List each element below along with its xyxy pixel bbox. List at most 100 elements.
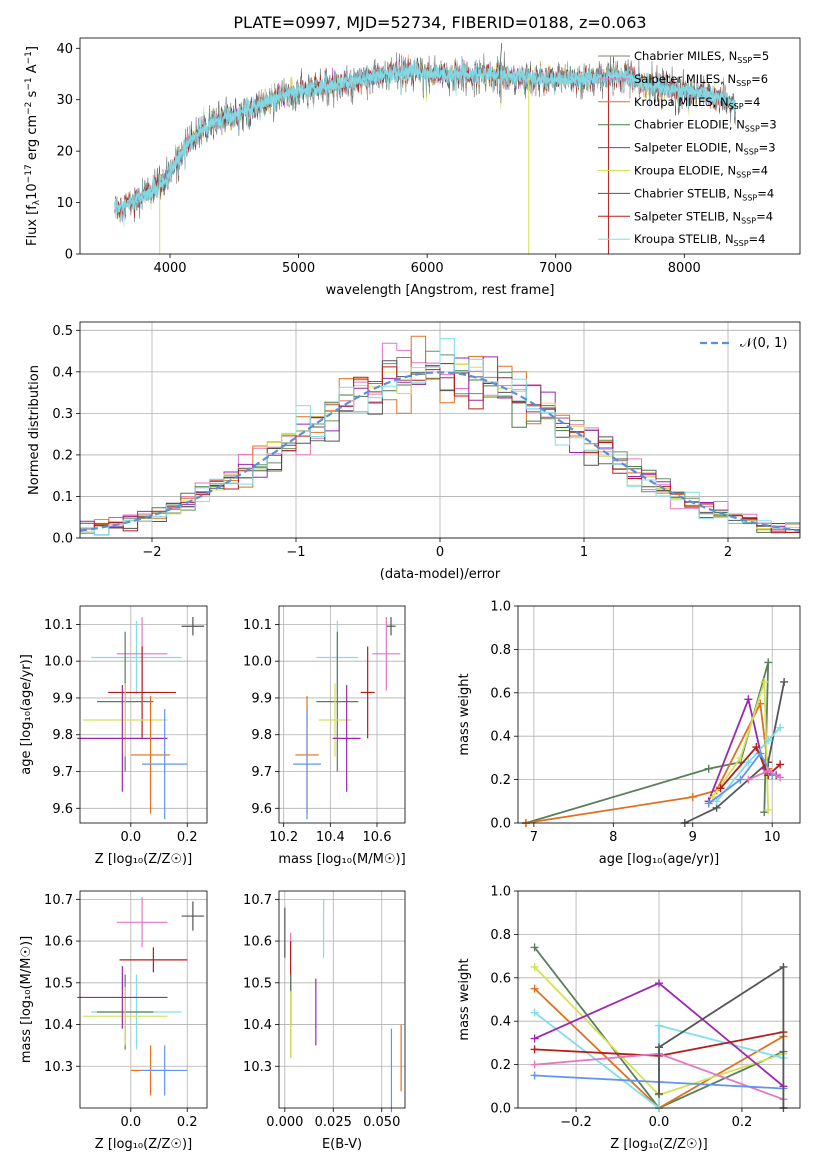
y-tick-label: 0.1 — [52, 490, 73, 505]
legend-label: Chabrier MILES, — [634, 49, 729, 63]
y-tick-label: 30 — [56, 93, 73, 108]
weight-series — [704, 749, 777, 808]
spectrum-lines — [114, 43, 737, 254]
y-label-part: −17 — [24, 164, 34, 183]
y-axis-label: Normed distribution — [27, 365, 42, 495]
weight-marker — [776, 723, 785, 732]
y-tick-label: 10.3 — [44, 1060, 73, 1075]
x-tick-label: 0.025 — [315, 1115, 352, 1130]
y-tick-label: 10.4 — [243, 1018, 272, 1033]
weight-marker — [655, 1021, 663, 1030]
weight-series — [744, 766, 785, 784]
errorbar-point — [77, 685, 168, 792]
y-label-part: A — [25, 64, 40, 77]
legend-entry: Chabrier STELIB, NSSP=4 — [634, 186, 774, 202]
x-tick-label: 8000 — [668, 261, 701, 276]
y-tick-label: 0.4 — [490, 1015, 511, 1030]
y-label-part: Flux [f — [25, 205, 40, 246]
y-tick-label: 10.7 — [44, 893, 73, 908]
weight-marker — [712, 797, 721, 806]
y-axis-label: mass weight — [457, 673, 472, 755]
y-tick-label: 10.6 — [44, 935, 73, 950]
y-tick-label: 0.4 — [52, 365, 73, 380]
weight-marker — [530, 962, 539, 971]
x-tick-label: −2 — [142, 545, 161, 560]
errorbar-point — [82, 683, 168, 757]
legend-label: Chabrier STELIB, — [634, 186, 734, 200]
legend-entry: Chabrier ELODIE, NSSP=3 — [634, 118, 777, 134]
y-label-part: −2 — [24, 102, 34, 115]
y-tick-label: 9.6 — [52, 802, 73, 817]
legend-entry: Salpeter MILES, NSSP=6 — [634, 72, 768, 88]
legend-nssp: N — [732, 209, 741, 223]
weight-marker — [530, 1008, 539, 1017]
legend-label: Salpeter MILES, — [634, 72, 727, 86]
legend-nssp-value: =3 — [759, 141, 776, 155]
y-tick-label: 10.6 — [243, 935, 272, 950]
x-tick-label: 1 — [580, 545, 588, 560]
y-label-part: ] — [25, 46, 40, 51]
legend-nssp-sub: SSP — [736, 171, 751, 180]
legend-nssp: N — [729, 49, 738, 63]
x-axis-label: Z [log₁₀(Z/Z☉)] — [95, 1137, 192, 1152]
x-axis-label: wavelength [Angstrom, rest frame] — [326, 283, 555, 298]
x-tick-label: 5000 — [282, 261, 315, 276]
weight-marker — [780, 677, 789, 686]
x-tick-label: 10 — [764, 830, 781, 845]
legend-entry: Kroupa STELIB, NSSP=4 — [634, 232, 765, 248]
errorbar-point — [181, 901, 205, 931]
y-axis-label: mass weight — [457, 958, 472, 1040]
legend-entry: Salpeter STELIB, NSSP=4 — [634, 209, 773, 225]
y-tick-label: 0.4 — [490, 730, 511, 745]
y-tick-label: 0.2 — [52, 448, 73, 463]
weight-marker — [655, 1089, 663, 1098]
errorbar-point — [77, 966, 168, 1029]
x-tick-label: 0.0 — [120, 830, 141, 845]
weight-marker — [764, 658, 773, 667]
panel-mass-vs-EBV: 0.000 0.025 0.050 10.3 10.4 10.5 10.6 10.7 E(B-V… — [243, 890, 406, 1152]
panel-spectrum: 4000 5000 6000 7000 8000 0 10 20 30 40 wavelength … — [24, 13, 801, 298]
weight-marker — [744, 758, 753, 767]
y-tick-label: 10.4 — [44, 1018, 73, 1033]
y-tick-label: 9.8 — [251, 728, 272, 743]
legend-label: Kroupa STELIB, — [634, 232, 725, 246]
x-axis-label: (data-model)/error — [380, 567, 501, 582]
y-axis-label: Flux [fλ10−17 erg cm−2 s−1 A−1] — [24, 46, 42, 246]
axes-frame — [517, 605, 801, 824]
axes-frame — [79, 605, 208, 824]
weight-marker — [776, 773, 785, 782]
y-tick-label: 10.5 — [243, 976, 272, 991]
y-tick-label: 0.8 — [490, 643, 511, 658]
panel-weight-vs-age: 7 8 9 10 0.0 0.2 0.4 0.6 0.8 1.0 age [log₁₀(age/yr… — [457, 600, 801, 867]
errorbar-point — [316, 631, 359, 772]
y-tick-label: 0.2 — [490, 1058, 511, 1073]
spectrum-spike — [498, 43, 503, 80]
weight-marker — [776, 760, 785, 769]
errorbar-point — [82, 986, 168, 1046]
weight-line — [708, 751, 773, 805]
errorbar-point — [142, 1045, 188, 1096]
legend-nssp-value: =5 — [752, 49, 769, 63]
y-tick-label: 40 — [56, 42, 73, 57]
weight-marker — [530, 943, 539, 952]
errorbar-point — [386, 617, 396, 636]
panel-mass-vs-Z: 0.0 0.2 10.3 10.4 10.5 10.6 10.7 Z [log₁₀(Z/Z☉)… — [19, 890, 208, 1152]
x-tick-label: 0.0 — [120, 1115, 141, 1130]
panel-age-vs-Z: 0.0 0.2 9.6 9.7 9.8 9.9 10.0 10.1 Z [log₁₀(Z/Z☉)… — [19, 605, 208, 867]
weight-marker — [688, 792, 697, 801]
x-tick-label: −1 — [286, 545, 305, 560]
y-tick-label: 0.5 — [52, 324, 73, 339]
errorbar-point — [332, 685, 361, 792]
weight-marker — [752, 743, 761, 752]
axes-frame — [79, 321, 801, 539]
errorbar-point — [116, 897, 168, 948]
y-tick-label: 1.0 — [490, 600, 511, 615]
legend-nssp-value: =4 — [744, 95, 761, 109]
x-tick-label: 8 — [609, 830, 617, 845]
legend-nssp-value: =4 — [749, 232, 766, 246]
weight-marker — [736, 775, 745, 784]
x-tick-label: 0.2 — [732, 1115, 753, 1130]
y-tick-label: 9.8 — [52, 728, 73, 743]
